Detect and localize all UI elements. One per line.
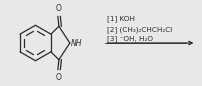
Text: [2] (CH₃)₂CHCH₂Cl: [2] (CH₃)₂CHCH₂Cl [107, 26, 172, 33]
Text: [1] KOH: [1] KOH [107, 15, 135, 22]
Text: O: O [56, 72, 62, 82]
Text: NH: NH [71, 39, 82, 47]
Text: O: O [56, 4, 62, 14]
Text: [3] ⁻OH, H₂O: [3] ⁻OH, H₂O [107, 36, 153, 42]
